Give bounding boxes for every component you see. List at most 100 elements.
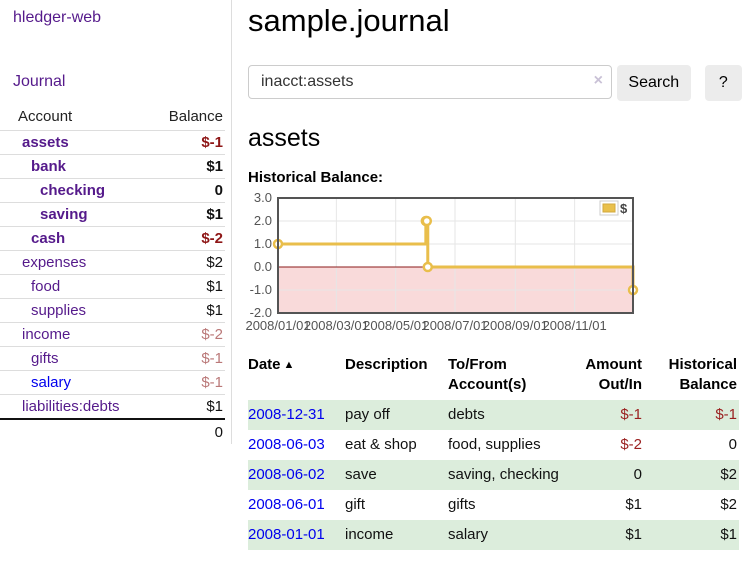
account-heading: assets [248, 124, 321, 152]
transaction-date-link[interactable]: 2008-12-31 [248, 406, 325, 423]
sidebar-account-link[interactable]: salary [31, 374, 72, 391]
transaction-description: income [345, 526, 394, 543]
clear-search-icon[interactable]: × [593, 72, 603, 89]
account-balance: $-1 [153, 346, 225, 371]
sidebar-account-link[interactable]: cash [31, 230, 66, 247]
accounts-column-header: To/From Account(s) [448, 356, 527, 393]
register-row: 2008-06-02 save saving, checking 0 $2 [248, 460, 739, 490]
sidebar-item-journal[interactable]: Journal [13, 73, 66, 90]
sidebar-account-link[interactable]: checking [40, 182, 106, 199]
register-row: 2008-01-01 income salary $1 $1 [248, 520, 739, 550]
transaction-description: save [345, 466, 377, 483]
transaction-date-link[interactable]: 2008-06-03 [248, 436, 325, 453]
sidebar-account-link[interactable]: liabilities:debts [22, 398, 120, 415]
sort-ascending-icon: ▲ [283, 359, 295, 371]
search-button[interactable]: Search [617, 65, 691, 101]
sidebar-account-link[interactable]: food [31, 278, 61, 295]
svg-text:-1.0: -1.0 [250, 282, 272, 297]
svg-text:2.0: 2.0 [254, 213, 272, 228]
transaction-balance: $2 [720, 496, 737, 513]
svg-text:2008/05/01: 2008/05/01 [363, 318, 428, 333]
sidebar-account-link[interactable]: supplies [31, 302, 87, 319]
svg-text:$: $ [620, 201, 628, 216]
account-row: liabilities:debts $1 [0, 394, 225, 420]
accounts-total-value: 0 [153, 418, 225, 444]
search-input[interactable] [248, 65, 612, 99]
transaction-balance: $-1 [715, 406, 737, 423]
sidebar-account-link[interactable]: gifts [31, 350, 59, 367]
search-input-wrap: × [248, 65, 612, 99]
svg-text:2008/09/01: 2008/09/01 [483, 318, 548, 333]
account-balance: $1 [153, 394, 225, 420]
balance-column-header: Balance [153, 104, 225, 131]
transaction-date-link[interactable]: 2008-01-01 [248, 526, 325, 543]
transaction-balance: $2 [720, 466, 737, 483]
account-row: expenses $2 [0, 250, 225, 275]
account-row: checking 0 [0, 178, 225, 203]
account-balance: $-2 [153, 226, 225, 251]
sidebar: hledger-web Journal Account Balance asse… [0, 0, 232, 444]
accounts-total-spacer [0, 418, 154, 444]
transaction-date-link[interactable]: 2008-06-02 [248, 466, 325, 483]
svg-text:2008/11/01: 2008/11/01 [543, 318, 607, 333]
account-column-header: Account [0, 104, 154, 131]
svg-text:2008/03/01: 2008/03/01 [304, 318, 369, 333]
svg-text:-2.0: -2.0 [250, 305, 272, 320]
account-balance: $1 [153, 298, 225, 323]
transaction-accounts: food, supplies [448, 436, 541, 453]
sidebar-account-link[interactable]: saving [40, 206, 88, 223]
transaction-accounts: salary [448, 526, 489, 543]
sidebar-account-link[interactable]: expenses [22, 254, 87, 271]
account-row: saving $1 [0, 202, 225, 227]
app-brand-link[interactable]: hledger-web [13, 9, 102, 26]
amount-column-header: Amount Out/In [585, 356, 642, 393]
account-balance: 0 [153, 178, 225, 203]
balance-column-header-register: Historical Balance [668, 356, 737, 393]
account-row: income $-2 [0, 322, 225, 347]
transaction-balance: $1 [720, 526, 737, 543]
page-title: sample.journal [248, 3, 450, 38]
svg-text:1.0: 1.0 [254, 236, 272, 251]
sidebar-account-link[interactable]: assets [22, 134, 69, 151]
account-balance: $2 [153, 250, 225, 275]
date-column-header[interactable]: Date ▲ [248, 356, 295, 373]
accounts-balance-table: Account Balance assets $-1 bank $1 check… [0, 104, 225, 444]
account-balance: $1 [153, 274, 225, 299]
transaction-amount: $-2 [620, 436, 642, 453]
accounts-total-row: 0 [0, 418, 225, 444]
transaction-accounts: saving, checking [448, 466, 559, 483]
historical-balance-chart: 3.0 2.0 1.0 0.0 -1.0 -2.02008/01/012008/03/01… [245, 190, 639, 333]
transaction-description: gift [345, 496, 366, 513]
transaction-description: pay off [345, 406, 390, 423]
transaction-amount: $1 [625, 526, 642, 543]
account-row: gifts $-1 [0, 346, 225, 371]
transaction-amount: $-1 [620, 406, 642, 423]
svg-text:0.0: 0.0 [254, 259, 272, 274]
account-row: cash $-2 [0, 226, 225, 251]
svg-text:2008/07/01: 2008/07/01 [422, 318, 487, 333]
account-row: assets $-1 [0, 130, 225, 155]
description-column-header: Description [345, 356, 428, 373]
account-balance: $-2 [153, 322, 225, 347]
transaction-description: eat & shop [345, 436, 417, 453]
sidebar-account-link[interactable]: bank [31, 158, 67, 175]
sidebar-account-link[interactable]: income [22, 326, 71, 343]
account-row: bank $1 [0, 154, 225, 179]
account-row: food $1 [0, 274, 225, 299]
account-row: salary $-1 [0, 370, 225, 395]
help-button[interactable]: ? [704, 65, 742, 101]
accounts-table-body: assets $-1 bank $1 checking 0 saving $1 … [0, 130, 225, 420]
svg-text:3.0: 3.0 [254, 190, 272, 205]
account-row: supplies $1 [0, 298, 225, 323]
transaction-date-link[interactable]: 2008-06-01 [248, 496, 325, 513]
register-row: 2008-06-01 gift gifts $1 $2 [248, 490, 739, 520]
account-balance: $-1 [153, 130, 225, 155]
svg-text:2008/01/01: 2008/01/01 [245, 318, 310, 333]
register-row: 2008-12-31 pay off debts $-1 $-1 [248, 400, 739, 430]
transaction-accounts: gifts [448, 496, 476, 513]
register-table-body: 2008-12-31 pay off debts $-1 $-1 2008-06… [248, 400, 739, 550]
search-form: × Search ? [248, 65, 742, 101]
register-table: Date ▲ Description To/From Account(s) Amo… [248, 353, 739, 550]
accounts-table-header: Account Balance [0, 104, 225, 131]
